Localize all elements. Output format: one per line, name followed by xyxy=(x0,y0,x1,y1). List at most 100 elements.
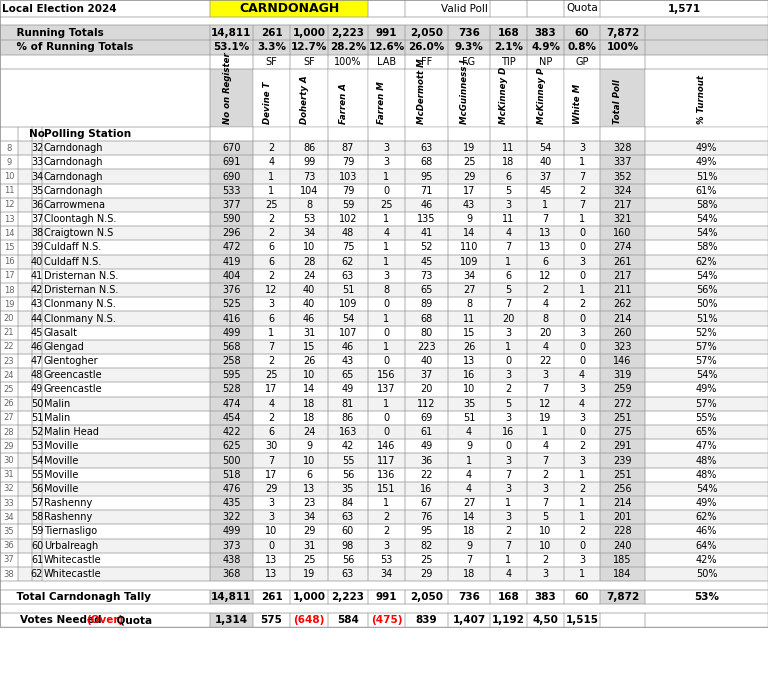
Bar xyxy=(328,212,368,226)
Bar xyxy=(600,396,645,411)
Text: 0: 0 xyxy=(579,356,585,366)
Text: 6: 6 xyxy=(505,172,511,182)
Bar xyxy=(253,539,290,553)
Bar xyxy=(600,155,645,170)
Bar xyxy=(405,297,448,311)
Bar xyxy=(405,55,448,69)
Bar xyxy=(210,25,253,40)
Text: 53: 53 xyxy=(303,214,315,224)
Bar xyxy=(600,354,645,368)
Bar xyxy=(32,524,42,539)
Bar xyxy=(290,283,328,297)
Text: 9: 9 xyxy=(306,441,312,452)
Bar xyxy=(368,326,405,340)
Text: 2,050: 2,050 xyxy=(410,27,443,37)
Bar xyxy=(368,25,405,40)
Bar xyxy=(405,383,448,396)
Bar xyxy=(368,368,405,383)
Text: 2: 2 xyxy=(268,228,275,238)
Bar xyxy=(210,212,253,226)
Text: 54: 54 xyxy=(31,456,43,466)
Bar xyxy=(645,524,768,539)
Bar xyxy=(645,197,768,212)
Text: 1,407: 1,407 xyxy=(452,615,485,625)
Bar xyxy=(210,340,253,354)
Text: 156: 156 xyxy=(377,370,396,380)
Text: 12: 12 xyxy=(265,285,278,295)
Text: 27: 27 xyxy=(463,285,475,295)
Bar xyxy=(42,368,210,383)
Bar xyxy=(527,155,564,170)
Bar xyxy=(448,553,490,567)
Bar xyxy=(290,496,328,510)
Bar xyxy=(448,25,490,40)
Text: 37: 37 xyxy=(4,556,15,565)
Bar xyxy=(490,613,527,627)
Bar xyxy=(448,226,490,240)
Bar xyxy=(210,25,253,40)
Bar xyxy=(32,155,42,170)
Bar xyxy=(527,553,564,567)
Bar xyxy=(527,439,564,454)
Bar xyxy=(328,326,368,340)
Bar xyxy=(42,141,210,155)
Bar xyxy=(448,354,490,368)
Bar xyxy=(0,297,18,311)
Text: 29: 29 xyxy=(463,172,475,182)
Text: White M: White M xyxy=(573,84,582,124)
Text: 258: 258 xyxy=(222,356,241,366)
Text: 25: 25 xyxy=(380,200,392,210)
Bar xyxy=(32,567,42,581)
Bar xyxy=(368,396,405,411)
Bar xyxy=(290,240,328,255)
Bar xyxy=(448,425,490,439)
Text: 6: 6 xyxy=(269,242,275,253)
Bar xyxy=(42,368,210,383)
Bar xyxy=(564,40,600,55)
Bar xyxy=(210,226,253,240)
Bar xyxy=(253,396,290,411)
Text: 5: 5 xyxy=(505,285,511,295)
Bar xyxy=(405,0,490,17)
Bar xyxy=(210,0,368,17)
Text: 62: 62 xyxy=(342,257,354,267)
Bar xyxy=(490,255,527,269)
Bar xyxy=(527,40,564,55)
Bar xyxy=(42,567,210,581)
Bar xyxy=(448,269,490,283)
Bar xyxy=(18,127,32,141)
Bar xyxy=(564,170,600,184)
Text: 40: 40 xyxy=(420,356,432,366)
Bar xyxy=(328,454,368,468)
Bar xyxy=(32,141,42,155)
Bar xyxy=(18,510,32,524)
Text: 373: 373 xyxy=(222,541,240,551)
Bar xyxy=(290,496,328,510)
Bar xyxy=(368,340,405,354)
Bar xyxy=(42,454,210,468)
Bar xyxy=(42,411,210,425)
Bar xyxy=(290,197,328,212)
Bar xyxy=(600,468,645,481)
Text: 1,000: 1,000 xyxy=(293,27,326,37)
Text: 49: 49 xyxy=(342,385,354,394)
Bar xyxy=(32,496,42,510)
Bar xyxy=(600,170,645,184)
Bar xyxy=(564,297,600,311)
Text: 63: 63 xyxy=(342,512,354,522)
Bar xyxy=(490,55,527,69)
Bar xyxy=(490,425,527,439)
Bar xyxy=(645,396,768,411)
Bar xyxy=(405,25,448,40)
Bar xyxy=(0,411,18,425)
Bar xyxy=(564,0,600,17)
Bar xyxy=(290,354,328,368)
Bar xyxy=(32,170,42,184)
Bar xyxy=(42,283,210,297)
Bar xyxy=(42,127,210,141)
Bar xyxy=(253,411,290,425)
Bar xyxy=(18,368,32,383)
Bar xyxy=(0,283,18,297)
Text: 239: 239 xyxy=(614,456,632,466)
Bar xyxy=(253,127,290,141)
